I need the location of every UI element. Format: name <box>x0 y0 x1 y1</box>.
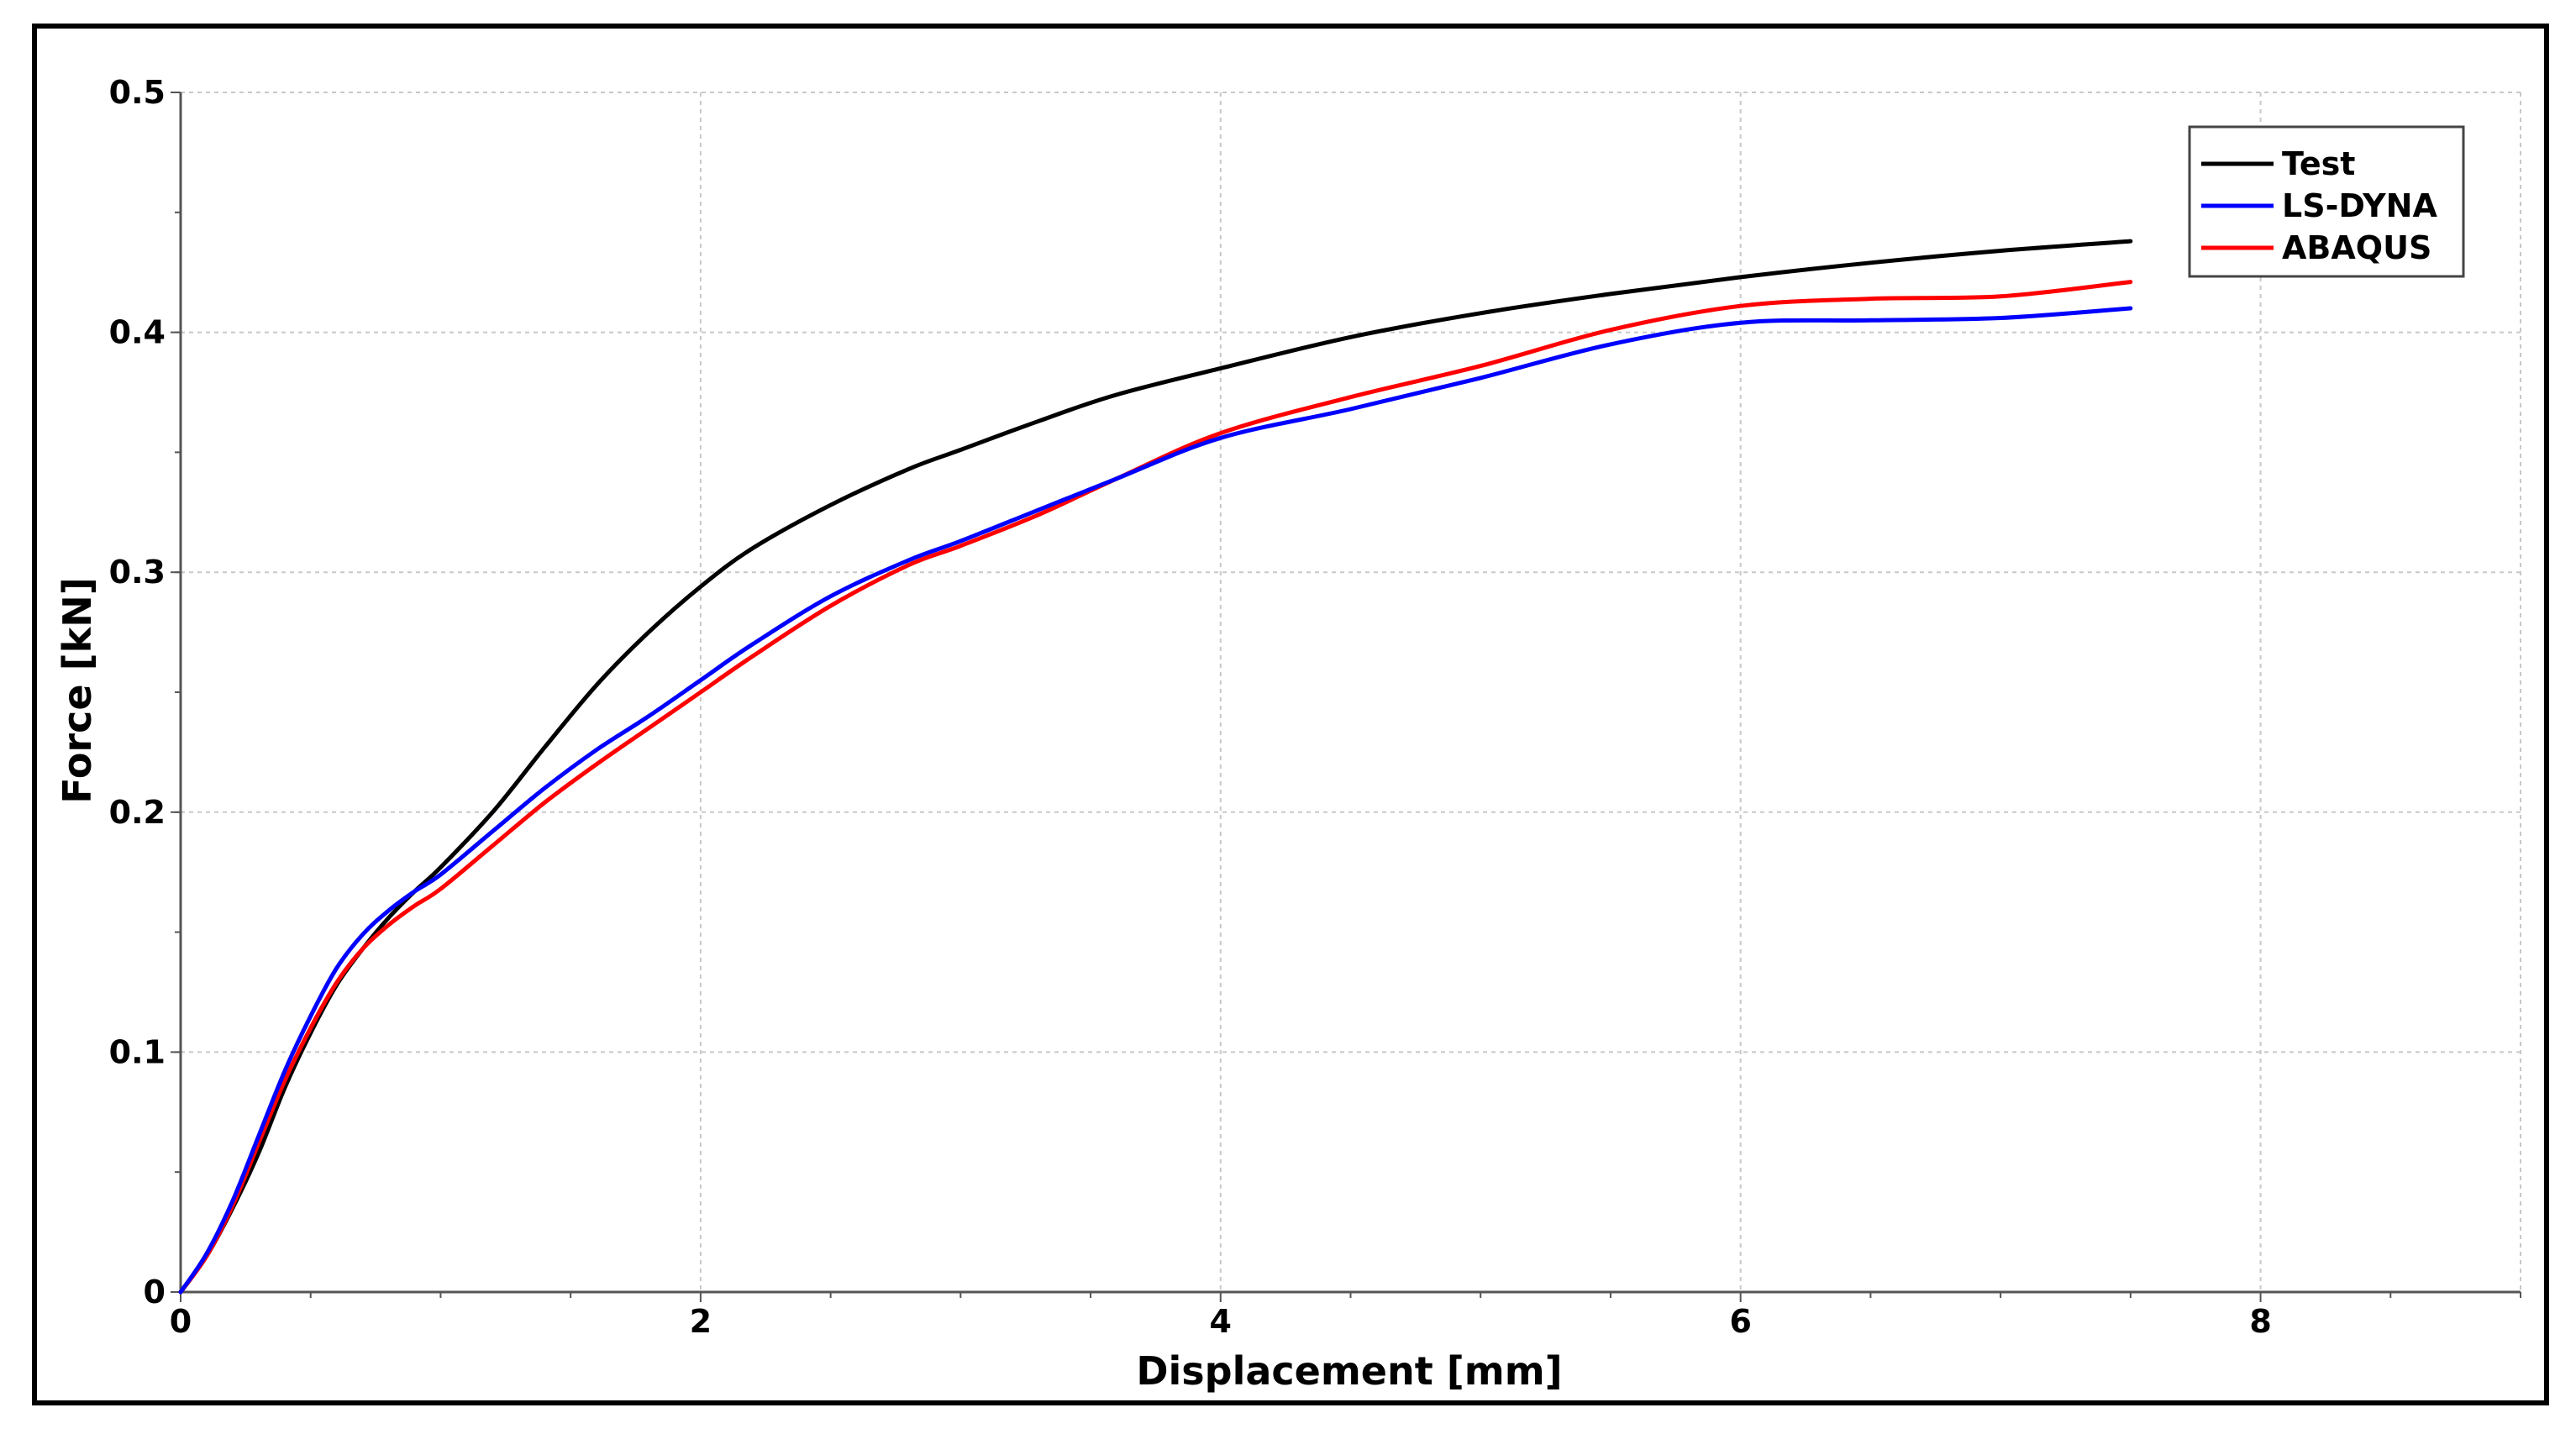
y-tick-label: 0.5 <box>109 74 166 111</box>
series-line-abaqus <box>178 280 2133 1295</box>
legend-label: ABAQUS <box>2282 229 2431 266</box>
y-tick-label: 0.4 <box>109 314 166 351</box>
y-tick-label: 0 <box>144 1274 166 1311</box>
x-tick-label: 8 <box>2249 1303 2271 1340</box>
x-tick-label: 6 <box>1729 1303 1751 1340</box>
x-axis-title: Displacement [mm] <box>1136 1348 1562 1394</box>
legend-label: Test <box>2282 145 2355 182</box>
chart-frame <box>32 24 2549 1405</box>
x-tick-label: 0 <box>170 1303 192 1340</box>
series-line-test <box>178 239 2133 1295</box>
y-axis-title: Force [kN] <box>55 577 100 803</box>
series-lines <box>178 239 2133 1295</box>
tick-labels: 0 2 4 6 8 0 0.1 0.2 0.3 0.4 0.5 <box>109 74 2272 1340</box>
series-line-ls-dyna <box>178 306 2133 1295</box>
x-tick-label: 2 <box>690 1303 712 1340</box>
grid <box>181 92 2521 1292</box>
axes <box>171 92 2521 1302</box>
y-tick-label: 0.2 <box>109 794 166 831</box>
legend-label: LS-DYNA <box>2282 187 2437 224</box>
legend: Test LS-DYNA ABAQUS <box>2188 125 2465 278</box>
y-tick-label: 0.3 <box>109 554 166 591</box>
y-tick-label: 0.1 <box>109 1033 166 1070</box>
x-tick-label: 4 <box>1210 1303 1232 1340</box>
legend-box <box>2188 125 2465 278</box>
